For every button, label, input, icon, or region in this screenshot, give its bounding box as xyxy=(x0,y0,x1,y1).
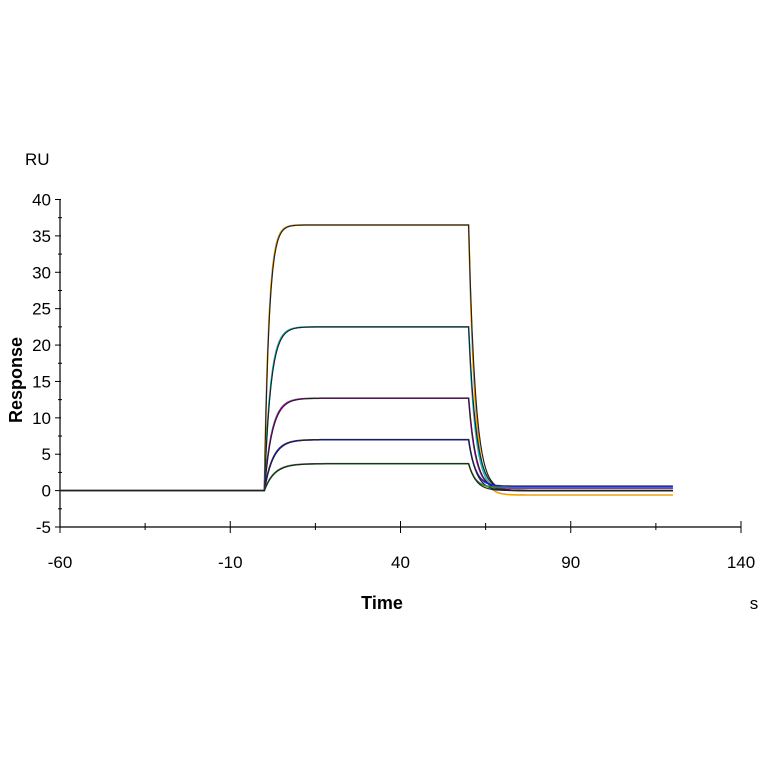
x-tick-label: 140 xyxy=(727,553,755,572)
x-axis-title: Time xyxy=(361,593,403,613)
x-tick-label: 90 xyxy=(561,553,580,572)
y-tick-label: 35 xyxy=(32,227,51,246)
y-tick-label: 0 xyxy=(42,482,51,501)
fit-curve-conc-3 xyxy=(262,397,673,492)
data-curve-conc-2 xyxy=(60,326,673,492)
y-axis-title: Response xyxy=(6,337,26,423)
fit-curve-conc-4 xyxy=(262,439,673,492)
y-tick-label: 5 xyxy=(42,445,51,464)
y-tick-label: 15 xyxy=(32,372,51,391)
y-tick-label: 40 xyxy=(32,191,51,210)
y-tick-label: 30 xyxy=(32,263,51,282)
data-curve-conc-4 xyxy=(60,438,673,492)
x-tick-label: -60 xyxy=(48,553,73,572)
x-tick-label: -10 xyxy=(218,553,243,572)
y-tick-label: 20 xyxy=(32,336,51,355)
x-axis-unit: s xyxy=(750,594,759,613)
data-curve-conc-3 xyxy=(60,397,673,492)
x-tick-label: 40 xyxy=(391,553,410,572)
y-tick-label: 25 xyxy=(32,300,51,319)
y-tick-label: 10 xyxy=(32,409,51,428)
y-axis-unit: RU xyxy=(25,150,50,169)
data-curve-conc-1 xyxy=(60,224,673,496)
y-tick-label: -5 xyxy=(36,518,51,537)
fit-curve-conc-5 xyxy=(262,463,673,492)
fit-curve-conc-2 xyxy=(262,326,673,492)
data-series xyxy=(60,224,673,496)
fit-curve-conc-1 xyxy=(262,224,673,492)
axes: -5 0 5 10 15 20 25 30 35 40 -60 -10 40 90 140 xyxy=(32,191,755,573)
